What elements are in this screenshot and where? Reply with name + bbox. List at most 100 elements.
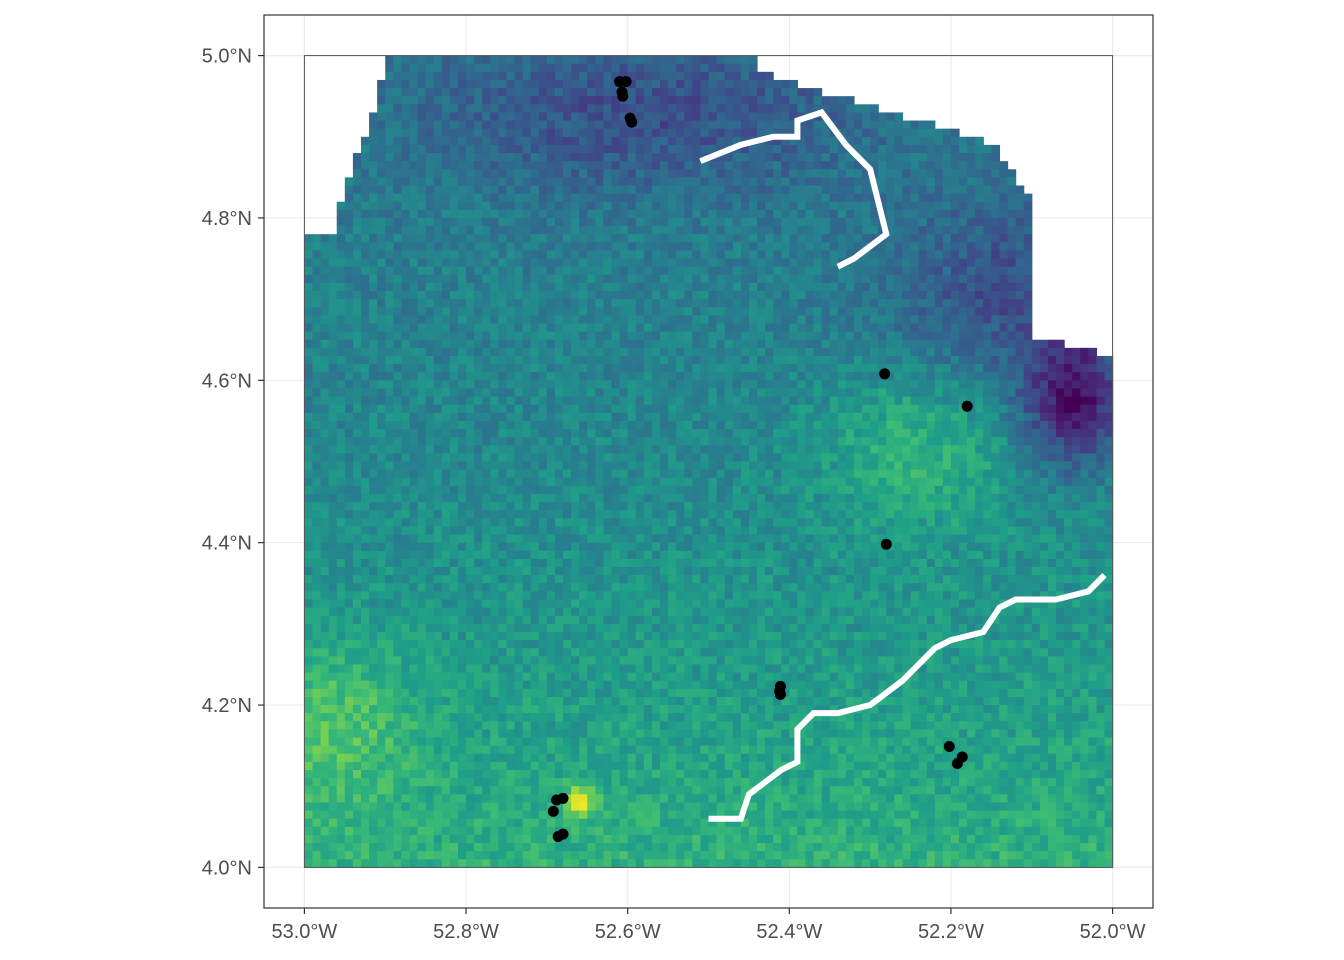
raster-cell: [393, 323, 402, 333]
raster-cell: [506, 193, 516, 203]
raster-cell: [748, 323, 758, 333]
raster-cell: [571, 201, 580, 211]
raster-cell: [756, 169, 766, 178]
raster-cell: [845, 161, 855, 170]
raster-cell: [942, 445, 952, 454]
raster-cell: [716, 193, 726, 203]
raster-cell: [344, 258, 354, 268]
raster-cell: [668, 274, 677, 284]
raster-cell: [676, 445, 685, 454]
raster-cell: [910, 282, 920, 292]
raster-cell: [312, 485, 322, 495]
raster-cell: [579, 315, 588, 325]
raster-cell: [829, 355, 839, 365]
raster-cell: [1104, 461, 1114, 471]
raster-cell: [635, 144, 645, 154]
raster-cell: [862, 477, 871, 487]
raster-cell: [449, 493, 459, 503]
raster-cell: [587, 518, 596, 528]
raster-cell: [538, 493, 548, 503]
raster-cell: [870, 364, 879, 373]
raster-cell: [385, 104, 394, 114]
raster-cell: [902, 169, 912, 178]
raster-cell: [829, 364, 839, 373]
raster-cell: [506, 226, 516, 235]
raster-cell: [595, 144, 605, 154]
raster-cell: [813, 493, 823, 503]
raster-cell: [708, 461, 718, 471]
raster-cell: [773, 201, 782, 211]
raster-cell: [1104, 355, 1114, 365]
raster-cell: [1015, 201, 1025, 211]
raster-cell: [805, 177, 815, 187]
raster-cell: [991, 331, 1001, 341]
raster-cell: [344, 201, 354, 211]
raster-cell: [466, 388, 475, 398]
raster-cell: [466, 193, 475, 203]
raster-cell: [530, 323, 540, 333]
raster-cell: [748, 429, 758, 438]
raster-cell: [692, 339, 702, 349]
raster-cell: [352, 404, 362, 414]
raster-cell: [441, 55, 451, 65]
raster-cell: [740, 234, 750, 243]
raster-cell: [522, 185, 532, 195]
raster-cell: [506, 420, 516, 430]
raster-cell: [417, 502, 427, 511]
raster-cell: [619, 177, 629, 187]
raster-cell: [425, 234, 435, 243]
raster-cell: [781, 355, 790, 365]
raster-cell: [352, 477, 362, 487]
raster-cell: [457, 55, 467, 65]
raster-cell: [530, 258, 540, 268]
raster-cell: [676, 63, 685, 73]
raster-cell: [724, 347, 734, 357]
raster-cell: [821, 429, 831, 438]
raster-cell: [708, 226, 718, 235]
raster-cell: [668, 404, 677, 414]
raster-cell: [498, 518, 508, 528]
raster-cell: [579, 355, 588, 365]
raster-cell: [482, 339, 491, 349]
raster-cell: [870, 372, 879, 381]
raster-cell: [579, 79, 588, 89]
raster-cell: [756, 250, 766, 260]
raster-cell: [999, 404, 1009, 414]
raster-cell: [651, 209, 661, 219]
raster-cell: [490, 493, 499, 503]
raster-cell: [587, 493, 596, 503]
raster-cell: [490, 63, 499, 73]
raster-cell: [490, 388, 499, 398]
raster-cell: [910, 250, 920, 260]
raster-cell: [385, 209, 394, 219]
raster-cell: [756, 485, 766, 495]
raster-cell: [797, 429, 807, 438]
raster-cell: [514, 404, 524, 414]
raster-cell: [554, 380, 564, 390]
raster-cell: [304, 429, 314, 438]
raster-cell: [756, 445, 766, 454]
raster-cell: [546, 477, 556, 487]
raster-cell: [425, 477, 435, 487]
raster-cell: [926, 412, 936, 422]
raster-cell: [894, 153, 904, 162]
raster-cell: [312, 234, 322, 243]
raster-cell: [1096, 453, 1106, 463]
raster-cell: [401, 177, 411, 187]
raster-cell: [611, 104, 621, 114]
raster-cell: [845, 347, 855, 357]
raster-cell: [401, 144, 411, 154]
raster-cell: [538, 104, 548, 114]
raster-cell: [870, 169, 879, 178]
raster-cell: [304, 518, 314, 528]
raster-cell: [474, 55, 483, 65]
raster-cell: [385, 128, 394, 138]
raster-cell: [1088, 437, 1098, 446]
raster-cell: [554, 355, 564, 365]
raster-cell: [1039, 396, 1049, 406]
raster-cell: [336, 266, 346, 276]
raster-cell: [724, 71, 734, 81]
raster-cell: [902, 209, 912, 219]
raster-cell: [401, 193, 411, 203]
raster-cell: [894, 469, 904, 479]
